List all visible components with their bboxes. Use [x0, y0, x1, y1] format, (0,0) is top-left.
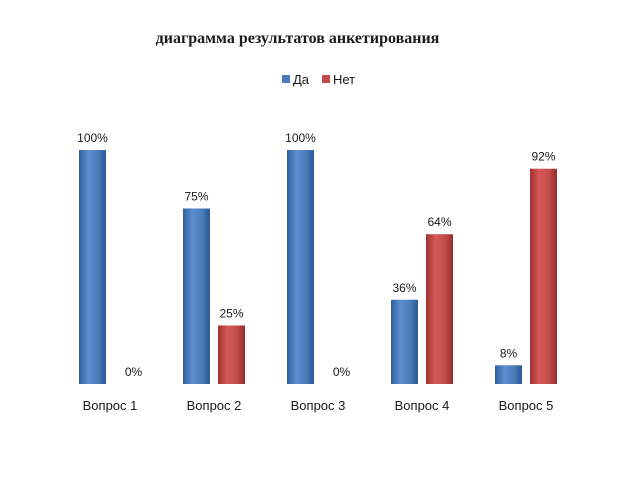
legend: Да Нет [282, 72, 355, 87]
x-axis-tick-labels: Вопрос 1 Вопрос 2 Вопрос 3 Вопрос 4 Вопрос 5 [83, 398, 554, 413]
data-label-no-2: 25% [219, 307, 243, 321]
data-labels-group: 100% 0% 75% 25% 100% 0% 36% 64% 8% 92% [77, 131, 556, 379]
x-tick-label-2: Вопрос 2 [187, 398, 242, 413]
data-label-no-5: 92% [531, 150, 555, 164]
bar-yes-2 [183, 208, 210, 384]
bar-no-5 [530, 168, 557, 384]
data-label-yes-3: 100% [285, 131, 316, 145]
data-label-no-4: 64% [427, 215, 451, 229]
bar-no-4 [426, 234, 453, 384]
bar-yes-1 [79, 150, 106, 384]
legend-label-yes: Да [293, 72, 310, 87]
bar-yes-5 [495, 365, 522, 384]
x-tick-label-4: Вопрос 4 [395, 398, 450, 413]
legend-swatch-no [322, 75, 330, 83]
data-label-yes-1: 100% [77, 131, 108, 145]
bars-group [79, 150, 557, 384]
bar-yes-3 [287, 150, 314, 384]
x-tick-label-5: Вопрос 5 [499, 398, 554, 413]
x-tick-label-3: Вопрос 3 [291, 398, 346, 413]
bar-yes-4 [391, 299, 418, 384]
legend-label-no: Нет [333, 72, 355, 87]
data-label-no-3: 0% [333, 365, 351, 379]
data-label-no-1: 0% [125, 365, 143, 379]
chart-title: диаграмма результатов анкетирования [155, 30, 440, 47]
bar-no-2 [218, 325, 245, 384]
data-label-yes-2: 75% [184, 190, 208, 204]
data-label-yes-5: 8% [500, 346, 518, 360]
legend-swatch-yes [282, 75, 290, 83]
data-label-yes-4: 36% [392, 281, 416, 295]
x-tick-label-1: Вопрос 1 [83, 398, 138, 413]
